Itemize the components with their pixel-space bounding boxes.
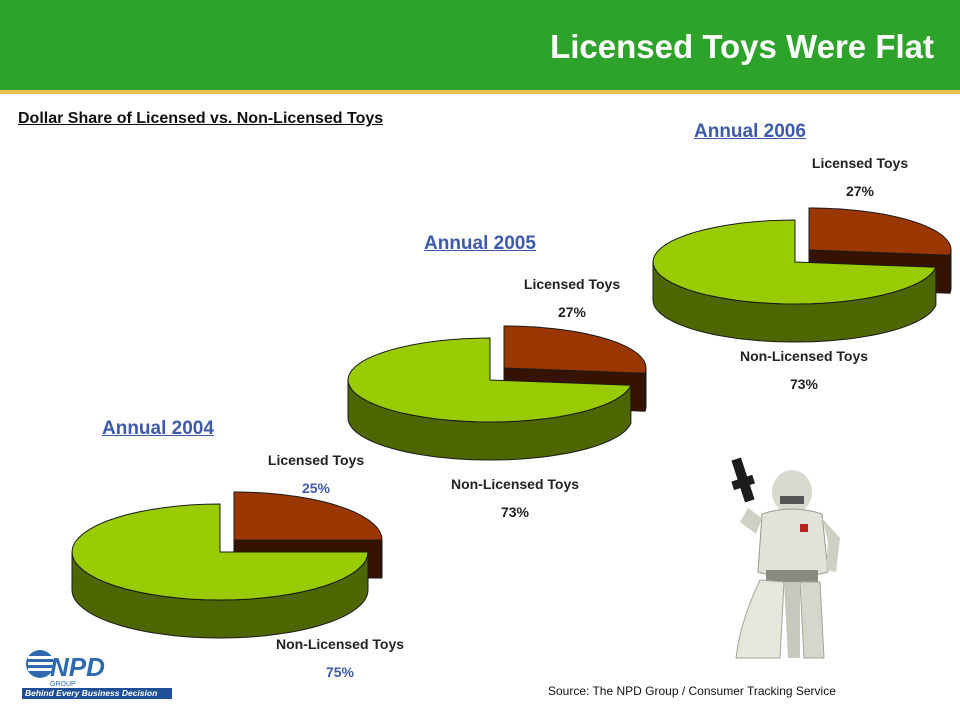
- licensed-slice-0: [233, 491, 383, 541]
- licensed-label-2006: Licensed Toys: [811, 155, 909, 171]
- nonlicensed-label-2005: Non-Licensed Toys: [450, 476, 580, 492]
- licensed-pct-2004: 25%: [301, 480, 331, 496]
- header-accent-line: [0, 90, 960, 94]
- chart-subtitle: Dollar Share of Licensed vs. Non-License…: [18, 110, 384, 127]
- year-title-2006: Annual 2006: [694, 121, 806, 142]
- nonlicensed-pct-2006: 73%: [789, 376, 819, 392]
- svg-text:Behind Every Business Decision: Behind Every Business Decision: [25, 688, 157, 698]
- licensed-label-2005: Licensed Toys: [523, 276, 621, 292]
- source-note: Source: The NPD Group / Consumer Trackin…: [548, 684, 836, 698]
- nonlicensed-label-2004: Non-Licensed Toys: [275, 636, 405, 652]
- licensed-pct-2005: 27%: [557, 304, 587, 320]
- header-bar: [0, 0, 960, 90]
- npd-logo: NPD GROUP Behind Every Business Decision: [22, 650, 172, 699]
- svg-text:GROUP: GROUP: [50, 681, 76, 688]
- nonlicensed-pct-2004: 75%: [325, 664, 355, 680]
- svg-text:NPD: NPD: [50, 652, 105, 682]
- year-title-2005: Annual 2005: [424, 233, 536, 254]
- licensed-slice-1: [503, 325, 647, 374]
- nonlicensed-slice-1: [347, 337, 632, 423]
- licensed-label-2004: Licensed Toys: [267, 452, 365, 468]
- nonlicensed-slice-0: [71, 503, 369, 601]
- nonlicensed-pct-2005: 73%: [500, 504, 530, 520]
- toy-figure-image: [731, 457, 840, 659]
- year-title-2004: Annual 2004: [102, 418, 214, 439]
- nonlicensed-slice-2: [652, 219, 937, 305]
- page-title: Licensed Toys Were Flat: [550, 28, 934, 65]
- licensed-slice-2: [808, 207, 952, 256]
- nonlicensed-label-2006: Non-Licensed Toys: [739, 348, 869, 364]
- licensed-pct-2006: 27%: [845, 183, 875, 199]
